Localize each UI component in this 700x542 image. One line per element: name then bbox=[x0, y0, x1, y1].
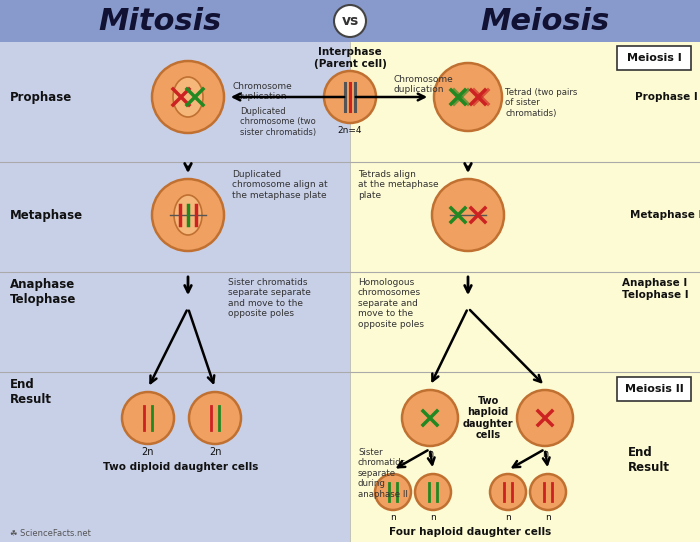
Text: n: n bbox=[427, 449, 433, 459]
Text: n: n bbox=[505, 513, 511, 522]
Text: Prophase: Prophase bbox=[10, 91, 72, 104]
Text: ☘ ScienceFacts.net: ☘ ScienceFacts.net bbox=[10, 530, 91, 539]
Bar bbox=[0, 42, 350, 542]
Bar bbox=[0, 0, 700, 42]
Text: Sister
chromatids
separate
during
anaphase II: Sister chromatids separate during anapha… bbox=[358, 448, 408, 499]
Text: Meiosis: Meiosis bbox=[480, 7, 610, 35]
Text: n: n bbox=[542, 449, 548, 459]
Circle shape bbox=[432, 179, 504, 251]
Circle shape bbox=[517, 390, 573, 446]
Text: Metaphase: Metaphase bbox=[10, 209, 83, 222]
Text: Two
haploid
daughter
cells: Two haploid daughter cells bbox=[463, 396, 513, 441]
Text: Tetrad (two pairs
of sister
chromatids): Tetrad (two pairs of sister chromatids) bbox=[505, 88, 578, 118]
Text: Sister chromatids
separate separate
and move to the
opposite poles: Sister chromatids separate separate and … bbox=[228, 278, 311, 318]
Text: 2n: 2n bbox=[209, 447, 221, 457]
Text: Metaphase I: Metaphase I bbox=[630, 210, 700, 220]
FancyBboxPatch shape bbox=[617, 377, 691, 401]
Ellipse shape bbox=[174, 195, 202, 235]
Text: n: n bbox=[430, 513, 436, 522]
Text: End
Result: End Result bbox=[628, 446, 670, 474]
Text: Chromosome
duplication: Chromosome duplication bbox=[393, 75, 453, 94]
Circle shape bbox=[415, 474, 451, 510]
Text: Duplicated
chromosome (two
sister chromatids): Duplicated chromosome (two sister chroma… bbox=[240, 107, 316, 137]
Text: Tetrads align
at the metaphase
plate: Tetrads align at the metaphase plate bbox=[358, 170, 439, 200]
Text: vs: vs bbox=[342, 14, 358, 28]
Text: 2n: 2n bbox=[141, 447, 154, 457]
Circle shape bbox=[189, 392, 241, 444]
Text: Mitosis: Mitosis bbox=[99, 7, 222, 35]
Text: Interphase
(Parent cell): Interphase (Parent cell) bbox=[314, 47, 386, 69]
Circle shape bbox=[152, 179, 224, 251]
Circle shape bbox=[122, 392, 174, 444]
Text: Four haploid daughter cells: Four haploid daughter cells bbox=[389, 527, 551, 537]
Text: Homologous
chromosomes
separate and
move to the
opposite poles: Homologous chromosomes separate and move… bbox=[358, 278, 424, 328]
Ellipse shape bbox=[173, 77, 203, 117]
Text: Anaphase
Telophase: Anaphase Telophase bbox=[10, 278, 76, 306]
Circle shape bbox=[152, 61, 224, 133]
Bar bbox=[350, 42, 700, 542]
Text: n: n bbox=[545, 513, 551, 522]
Text: Duplicated
chromosome align at
the metaphase plate: Duplicated chromosome align at the metap… bbox=[232, 170, 328, 200]
Circle shape bbox=[402, 390, 458, 446]
Text: Meiosis II: Meiosis II bbox=[624, 384, 683, 394]
Text: End
Result: End Result bbox=[10, 378, 52, 406]
Text: Two diploid daughter cells: Two diploid daughter cells bbox=[104, 462, 259, 472]
FancyBboxPatch shape bbox=[617, 46, 691, 70]
Circle shape bbox=[324, 71, 376, 123]
Text: 2n=4: 2n=4 bbox=[337, 126, 363, 135]
Circle shape bbox=[375, 474, 411, 510]
Text: Anaphase I
Telophase I: Anaphase I Telophase I bbox=[622, 278, 689, 300]
Text: n: n bbox=[390, 513, 396, 522]
Circle shape bbox=[434, 63, 502, 131]
Text: Chromosome
duplication: Chromosome duplication bbox=[232, 82, 292, 101]
Text: Meiosis I: Meiosis I bbox=[626, 53, 681, 63]
Text: Prophase I: Prophase I bbox=[635, 92, 698, 102]
Circle shape bbox=[334, 5, 366, 37]
Circle shape bbox=[490, 474, 526, 510]
Circle shape bbox=[530, 474, 566, 510]
